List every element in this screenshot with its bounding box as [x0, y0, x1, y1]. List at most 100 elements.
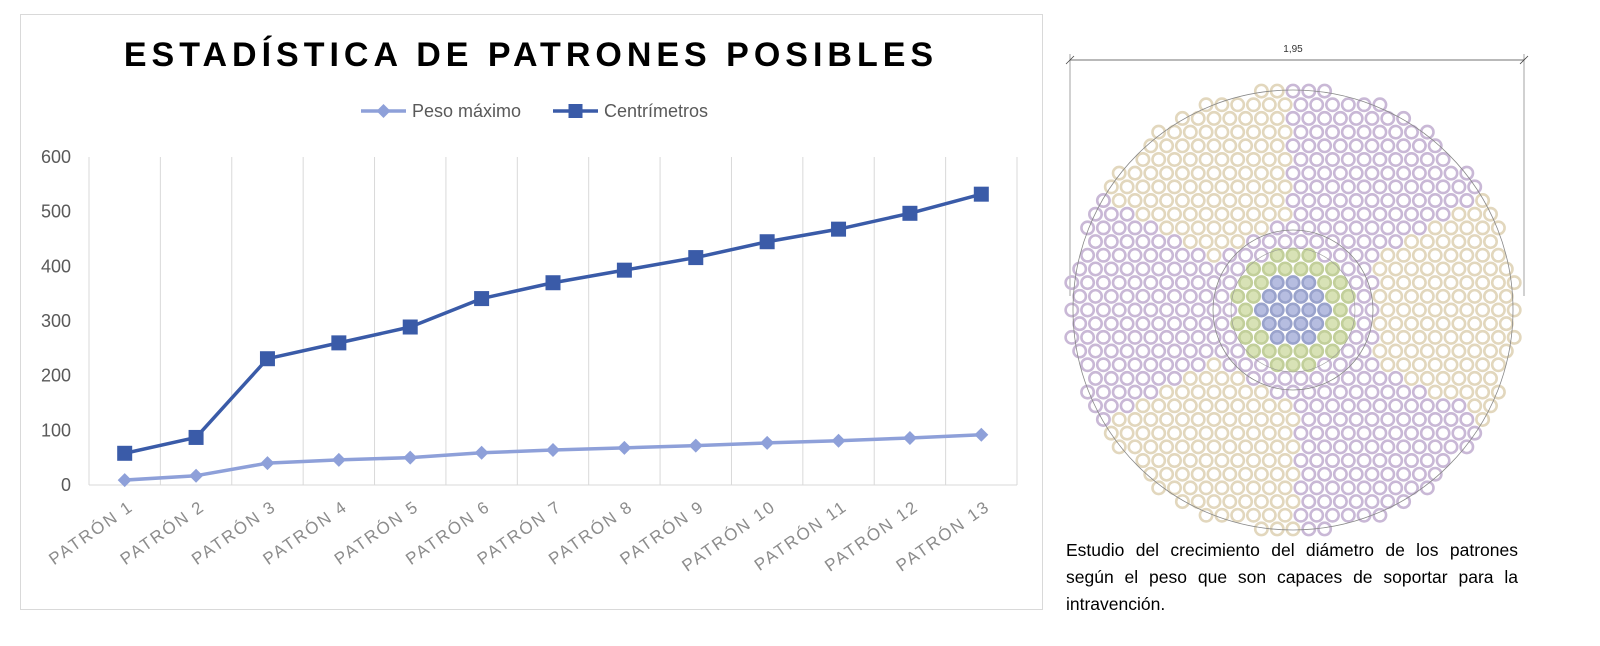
pattern-cell	[1317, 247, 1333, 263]
pattern-cell	[1246, 316, 1262, 332]
pattern-cell	[1285, 439, 1301, 455]
pattern-cell	[1119, 425, 1135, 441]
data-point-diamond	[902, 430, 917, 445]
pattern-cell	[1482, 206, 1498, 222]
pattern-cell	[1269, 384, 1285, 400]
pattern-cell	[1277, 398, 1293, 414]
pattern-cell	[1246, 425, 1262, 441]
pattern-cell	[1364, 357, 1380, 373]
pattern-cell	[1396, 138, 1412, 154]
pattern-cell	[1285, 220, 1301, 236]
pattern-cell	[1214, 370, 1230, 386]
pattern-cell	[1403, 151, 1419, 167]
pattern-cell	[1324, 507, 1340, 523]
pattern-cell	[1293, 316, 1309, 332]
pattern-cell	[1459, 220, 1475, 236]
pattern-cell	[1411, 329, 1427, 345]
pattern-cell	[1277, 480, 1293, 496]
pattern-cell	[1293, 480, 1309, 496]
inner-circle	[1230, 247, 1356, 373]
pattern-cell	[1246, 261, 1262, 277]
pattern-cell	[1372, 507, 1388, 523]
pattern-cell	[1167, 453, 1183, 469]
pattern-cell	[1159, 302, 1175, 318]
pattern-cell	[1246, 398, 1262, 414]
pattern-cell	[1332, 302, 1348, 318]
pattern-cell	[1348, 138, 1364, 154]
pattern-cell	[1372, 398, 1388, 414]
pattern-cell	[1380, 302, 1396, 318]
pattern-cell	[1293, 97, 1309, 113]
pattern-cell	[1072, 343, 1088, 359]
pattern-cell	[1246, 151, 1262, 167]
pattern-cell	[1411, 411, 1427, 427]
pattern-cell	[1435, 425, 1451, 441]
pattern-cell	[1443, 193, 1459, 209]
pattern-cell	[1222, 466, 1238, 482]
data-point-diamond	[688, 438, 703, 453]
pattern-cell	[1427, 439, 1443, 455]
pattern-cell	[1332, 138, 1348, 154]
pattern-cell	[1317, 357, 1333, 373]
pattern-cell	[1080, 302, 1096, 318]
series-peso-m-ximo	[117, 427, 989, 488]
pattern-cell	[1095, 193, 1111, 209]
pattern-cell	[1459, 384, 1475, 400]
pattern-cell	[1111, 193, 1127, 209]
pattern-cell	[1285, 275, 1301, 291]
pattern-cell	[1403, 425, 1419, 441]
pattern-cell	[1238, 275, 1254, 291]
pattern-cell	[1182, 370, 1198, 386]
pattern-cell	[1459, 411, 1475, 427]
data-point-diamond	[403, 450, 418, 465]
pattern-cell	[1356, 370, 1372, 386]
pattern-cell	[1388, 124, 1404, 140]
pattern-cell	[1285, 138, 1301, 154]
pattern-cell	[1167, 288, 1183, 304]
pattern-cell	[1206, 411, 1222, 427]
pattern-cell	[1174, 357, 1190, 373]
pattern-cell	[1340, 480, 1356, 496]
pattern-cell	[1151, 453, 1167, 469]
pattern-cell	[1135, 261, 1151, 277]
pattern-cell	[1143, 439, 1159, 455]
pattern-cell	[1230, 480, 1246, 496]
pattern-cell	[1087, 370, 1103, 386]
pattern-cell	[1064, 302, 1080, 318]
pattern-cell	[1143, 138, 1159, 154]
pattern-cell	[1095, 357, 1111, 373]
pattern-cell	[1253, 384, 1269, 400]
pattern-cell	[1198, 398, 1214, 414]
pattern-cell	[1293, 370, 1309, 386]
pattern-cell	[1103, 261, 1119, 277]
pattern-cell	[1285, 466, 1301, 482]
data-point-diamond	[117, 473, 132, 488]
pattern-cell	[1403, 261, 1419, 277]
pattern-cell	[1277, 234, 1293, 250]
pattern-cell	[1482, 234, 1498, 250]
pattern-cell	[1222, 138, 1238, 154]
pattern-cell	[1269, 329, 1285, 345]
pattern-cell	[1340, 97, 1356, 113]
pattern-cell	[1206, 110, 1222, 126]
pattern-cell	[1167, 316, 1183, 332]
pattern-cell	[1151, 206, 1167, 222]
pattern-cell	[1087, 234, 1103, 250]
pattern-cell	[1459, 302, 1475, 318]
pattern-cell	[1435, 316, 1451, 332]
pattern-cell	[1269, 138, 1285, 154]
data-point-diamond	[760, 435, 775, 450]
pattern-cell	[1127, 193, 1143, 209]
pattern-cell	[1380, 439, 1396, 455]
pattern-cell	[1285, 110, 1301, 126]
pattern-cell	[1277, 124, 1293, 140]
pattern-cell	[1403, 234, 1419, 250]
pattern-drawing: 1,95	[1062, 38, 1540, 538]
pattern-cell	[1324, 480, 1340, 496]
pattern-cell	[1317, 411, 1333, 427]
pattern-cell	[1261, 151, 1277, 167]
pattern-cell	[1159, 466, 1175, 482]
pattern-cell	[1261, 288, 1277, 304]
pattern-cell	[1467, 179, 1483, 195]
pattern-cell	[1238, 439, 1254, 455]
